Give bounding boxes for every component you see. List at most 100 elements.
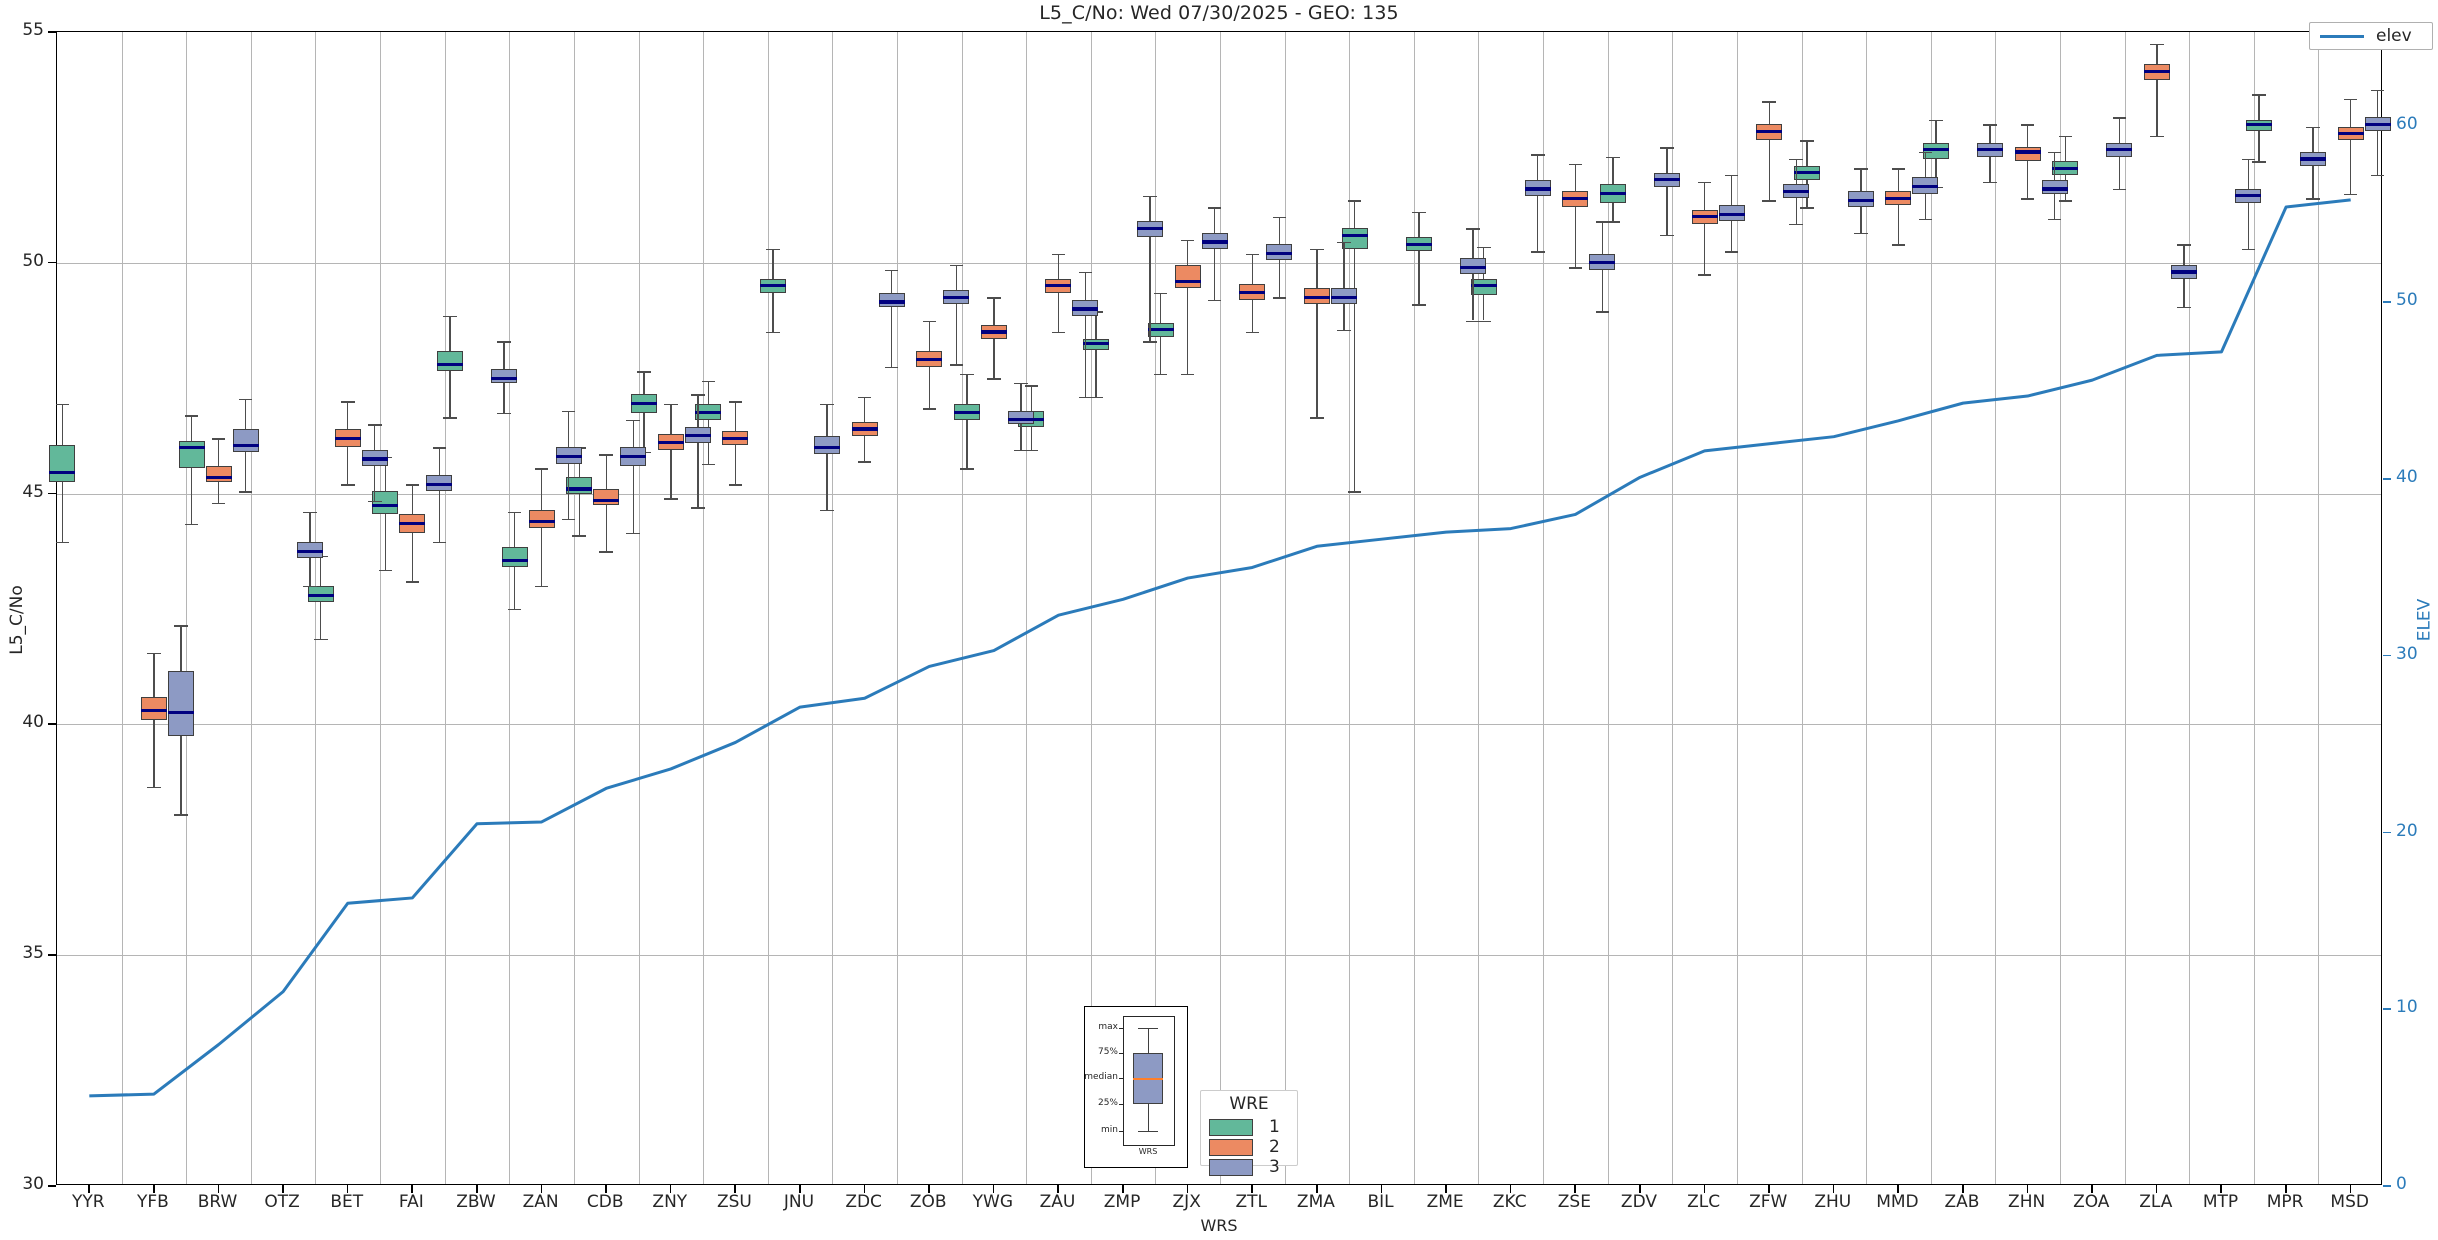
boxplot-whisker bbox=[1149, 195, 1151, 342]
wre-legend-label: 3 bbox=[1269, 1157, 1280, 1177]
boxplot-whisker-cap-max bbox=[1918, 152, 1933, 154]
wre-legend-item-3[interactable]: 3 bbox=[1209, 1157, 1280, 1177]
boxplot-whisker bbox=[1187, 239, 1189, 374]
boxplot-whisker-cap-max bbox=[1272, 216, 1287, 219]
boxplot-whisker-cap-max bbox=[1789, 158, 1803, 161]
x-axis-tick-mark bbox=[1122, 1185, 1124, 1193]
boxplot-median-line bbox=[1072, 307, 1099, 311]
grid-line-vertical bbox=[896, 32, 898, 1184]
boxplot-median-line bbox=[372, 503, 399, 507]
boxplot-whisker-cap-max bbox=[432, 447, 447, 449]
x-axis-tick-mark bbox=[1703, 1185, 1706, 1193]
key-whisker-cap bbox=[1138, 1028, 1158, 1029]
boxplot-whisker-cap-max bbox=[147, 652, 161, 655]
x-axis-tick-label: ZBW bbox=[456, 1192, 496, 1212]
boxplot-whisker bbox=[1343, 242, 1345, 330]
boxplot-box bbox=[436, 350, 463, 372]
x-axis-tick-label: ZOB bbox=[909, 1192, 947, 1212]
grid-line-vertical bbox=[380, 32, 382, 1184]
boxplot-whisker-cap-min bbox=[561, 518, 576, 521]
boxplot-whisker-cap-max bbox=[820, 403, 834, 405]
boxplot-median-line bbox=[334, 436, 361, 440]
boxplot-median-line bbox=[2014, 150, 2041, 154]
boxplot-whisker-cap-min bbox=[1143, 341, 1157, 343]
boxplot-whisker-cap-max bbox=[626, 419, 640, 422]
x-axis-tick-label: ZJX bbox=[1172, 1192, 1201, 1212]
boxplot-whisker-cap-min bbox=[1272, 297, 1287, 299]
boxplot-whisker-cap-min bbox=[147, 786, 161, 789]
y-axis-tick-label: 45 bbox=[22, 481, 44, 502]
boxplot-whisker-cap-min bbox=[820, 509, 834, 512]
boxplot-median-line bbox=[436, 362, 463, 366]
grid-line-vertical bbox=[121, 32, 123, 1184]
boxplot-median-line bbox=[943, 295, 970, 299]
boxplot-whisker-cap-min bbox=[497, 412, 511, 415]
wre-legend-item-2[interactable]: 2 bbox=[1209, 1137, 1280, 1157]
boxplot-whisker-cap-max bbox=[1891, 168, 1906, 170]
boxplot-median-line bbox=[1406, 242, 1433, 246]
boxplot-whisker-cap-min bbox=[599, 551, 613, 553]
boxplot-median-line bbox=[620, 455, 647, 459]
boxplot-whisker-cap-max bbox=[184, 415, 199, 417]
x-axis-tick-label: MSD bbox=[2330, 1192, 2369, 1212]
boxplot-whisker bbox=[2350, 98, 2352, 194]
boxplot-whisker-cap-min bbox=[238, 491, 253, 493]
x-axis-tick-label: YYR bbox=[72, 1192, 105, 1212]
boxplot-whisker bbox=[966, 373, 968, 469]
boxplot-median-line bbox=[814, 445, 841, 450]
x-axis-tick-mark bbox=[669, 1185, 672, 1193]
grid-line-vertical bbox=[638, 32, 640, 1184]
boxplot-whisker-cap-min bbox=[368, 500, 382, 502]
y-axis-tick-label: 40 bbox=[22, 712, 44, 733]
x-axis-tick-mark bbox=[1574, 1185, 1576, 1193]
boxplot-whisker-cap-min bbox=[1466, 320, 1480, 322]
boxplot-whisker-cap-min bbox=[857, 461, 872, 463]
x-axis-tick-label: ZSU bbox=[716, 1192, 752, 1212]
grid-line-vertical bbox=[961, 32, 963, 1184]
boxplot-whisker bbox=[1418, 212, 1420, 305]
boxplot-whisker-cap-max bbox=[1412, 212, 1426, 214]
x-axis-tick-mark bbox=[605, 1185, 607, 1193]
boxplot-whisker-cap-max bbox=[561, 410, 576, 412]
key-x-label: WRS bbox=[1138, 1147, 1158, 1156]
boxplot-whisker-cap-max bbox=[691, 394, 705, 396]
boxplot-median-line bbox=[2106, 148, 2133, 152]
boxplot-whisker-cap-max bbox=[922, 320, 937, 322]
boxplot-whisker-cap-max bbox=[1929, 119, 1943, 122]
boxplot-median-line bbox=[593, 498, 620, 503]
boxplot-whisker-cap-min bbox=[664, 498, 678, 500]
boxplot-whisker bbox=[707, 380, 710, 464]
key-tick bbox=[1119, 1078, 1124, 1079]
key-label-25pct: 25% bbox=[1097, 1098, 1118, 1108]
grid-line-vertical bbox=[767, 32, 769, 1184]
boxplot-whisker-cap-min bbox=[378, 569, 393, 572]
x-axis-tick-label: BET bbox=[330, 1192, 364, 1212]
boxplot-median-line bbox=[695, 411, 722, 415]
wre-legend-item-1[interactable]: 1 bbox=[1209, 1117, 1280, 1137]
x-axis-tick-label: ZAB bbox=[1944, 1192, 1980, 1212]
boxplot-whisker-cap-min bbox=[2150, 135, 2164, 138]
boxplot-median-line bbox=[1923, 148, 1950, 152]
boxplot-median-line bbox=[566, 487, 593, 491]
boxplot-median-line bbox=[1303, 295, 1330, 299]
boxplot-median-line bbox=[140, 708, 167, 713]
boxplot-median-line bbox=[1783, 189, 1810, 193]
boxplot-whisker-cap-min bbox=[1789, 223, 1803, 225]
boxplot-median-line bbox=[1083, 341, 1110, 346]
boxplot-whisker-cap-min bbox=[1207, 299, 1222, 302]
x-axis-tick-mark bbox=[217, 1185, 220, 1193]
boxplot-whisker-cap-min bbox=[691, 507, 705, 509]
boxplot-whisker bbox=[1703, 182, 1706, 275]
boxplot-median-line bbox=[1912, 185, 1939, 189]
boxplot-median-line bbox=[1691, 215, 1718, 219]
grid-line-vertical bbox=[2189, 32, 2191, 1184]
x-axis-tick-mark bbox=[2285, 1185, 2287, 1193]
boxplot-whisker-cap-max bbox=[1337, 242, 1351, 244]
boxplot-median-line bbox=[205, 475, 232, 480]
y-axis-tick-label: 50 bbox=[22, 250, 44, 271]
boxplot-whisker-cap-max bbox=[1606, 156, 1620, 159]
boxplot-median-line bbox=[167, 711, 194, 715]
key-median-line bbox=[1133, 1078, 1163, 1080]
boxplot-whisker-cap-min bbox=[1762, 200, 1776, 202]
